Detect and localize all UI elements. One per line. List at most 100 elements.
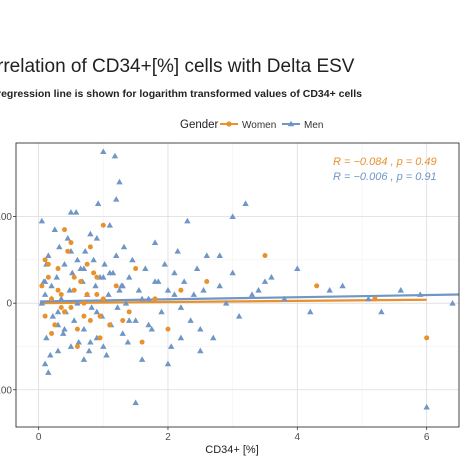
data-point-men xyxy=(106,222,113,228)
data-point-men xyxy=(339,282,346,289)
data-point-women xyxy=(133,266,139,272)
data-point-men xyxy=(423,403,430,410)
data-point-women xyxy=(81,300,87,306)
data-point-men xyxy=(168,343,175,349)
data-point-women xyxy=(424,335,430,341)
data-point-men xyxy=(67,343,75,349)
data-point-men xyxy=(41,360,49,367)
data-point-women xyxy=(58,305,64,311)
data-point-men xyxy=(158,308,165,315)
data-point-men xyxy=(58,295,65,302)
data-point-women xyxy=(314,283,320,289)
data-point-men xyxy=(67,209,75,215)
data-point-men xyxy=(171,269,178,276)
data-point-men xyxy=(87,230,94,237)
data-point-women xyxy=(68,240,74,246)
data-point-men xyxy=(43,334,50,341)
data-point-men xyxy=(105,291,112,297)
data-point-men xyxy=(111,152,119,159)
data-point-men xyxy=(101,261,108,267)
data-point-men xyxy=(45,369,52,375)
data-point-women xyxy=(42,257,48,263)
data-point-women xyxy=(87,318,93,323)
data-point-men xyxy=(56,243,63,250)
data-point-women xyxy=(94,274,100,280)
data-point-women xyxy=(74,343,80,349)
data-point-women xyxy=(49,330,55,336)
data-point-women xyxy=(78,279,84,285)
data-point-men xyxy=(119,282,126,289)
data-point-men xyxy=(184,217,191,224)
data-point-men xyxy=(80,356,88,362)
data-point-women xyxy=(165,326,171,332)
data-point-women xyxy=(84,292,90,298)
data-point-men xyxy=(125,317,133,323)
data-point-women xyxy=(204,279,210,285)
data-point-men xyxy=(113,196,120,202)
data-point-men xyxy=(114,304,121,310)
data-point-men xyxy=(378,308,385,315)
x-tick-label: 2 xyxy=(165,432,171,443)
data-point-men xyxy=(132,399,139,406)
data-point-men xyxy=(365,295,372,302)
stat-women: R = −0.084 , p = 0.49 xyxy=(333,156,437,168)
data-point-women xyxy=(71,274,77,280)
plot-panel xyxy=(15,142,460,428)
data-point-men xyxy=(124,338,132,345)
data-point-men xyxy=(307,308,314,315)
data-point-men xyxy=(66,286,73,293)
legend-title: Gender xyxy=(180,119,219,131)
data-point-women xyxy=(58,292,64,298)
data-point-men xyxy=(38,217,46,224)
data-point-men xyxy=(48,282,55,289)
data-point-men xyxy=(142,265,149,271)
data-points xyxy=(38,148,456,410)
data-point-men xyxy=(138,295,146,302)
data-point-men xyxy=(38,299,46,306)
data-point-women xyxy=(42,313,48,319)
data-point-men xyxy=(229,213,236,219)
data-point-women xyxy=(45,274,51,280)
data-point-men xyxy=(113,252,120,258)
data-point-men xyxy=(235,312,243,319)
data-point-men xyxy=(41,291,49,297)
x-tick-label: 0 xyxy=(36,432,42,443)
data-point-women xyxy=(81,313,87,319)
data-point-men xyxy=(69,269,76,276)
data-point-men xyxy=(164,360,172,367)
data-point-men xyxy=(174,248,181,254)
legend-key-men-marker xyxy=(287,120,295,127)
data-point-women xyxy=(62,309,68,315)
data-point-men xyxy=(397,286,404,293)
data-point-women xyxy=(178,287,184,293)
regression-line-men xyxy=(39,293,460,303)
data-point-men xyxy=(197,347,204,354)
data-point-men xyxy=(203,252,210,258)
data-point-men xyxy=(90,256,97,263)
x-axis-title: CD34+ [%] xyxy=(205,444,259,456)
data-point-men xyxy=(120,243,128,250)
data-point-women xyxy=(97,313,103,319)
data-point-women xyxy=(55,266,61,272)
data-point-men xyxy=(242,200,249,207)
data-point-men xyxy=(151,239,159,245)
data-point-men xyxy=(222,299,230,306)
x-tick-label: 4 xyxy=(295,432,301,443)
data-point-men xyxy=(177,334,185,341)
data-point-men xyxy=(216,252,223,258)
data-point-men xyxy=(54,308,62,315)
legend-entry-women: Women xyxy=(220,120,276,131)
data-point-women xyxy=(45,261,51,267)
data-point-women xyxy=(49,296,55,302)
data-point-men xyxy=(171,291,178,297)
data-point-women xyxy=(94,292,100,298)
data-point-women xyxy=(139,339,145,345)
grid xyxy=(16,143,459,427)
data-point-women xyxy=(262,253,268,259)
data-point-men xyxy=(177,304,185,310)
data-point-men xyxy=(92,282,99,289)
data-point-men xyxy=(449,299,456,306)
data-point-men xyxy=(125,274,133,280)
y-tick-label: 100 xyxy=(0,385,12,396)
data-point-men xyxy=(93,235,101,241)
